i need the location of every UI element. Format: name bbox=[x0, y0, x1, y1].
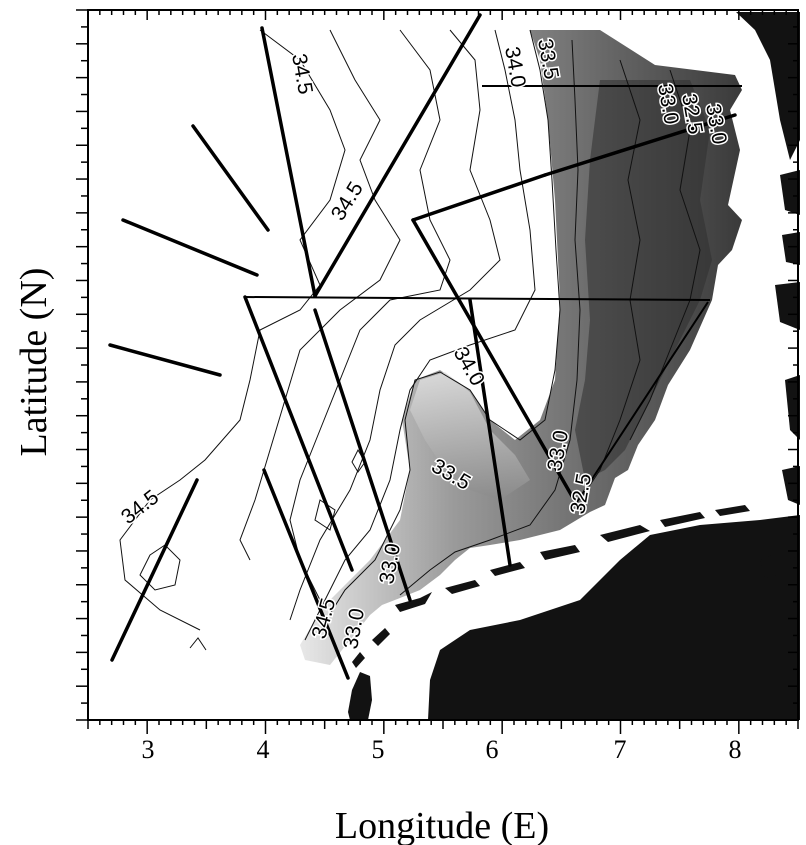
contour-line bbox=[399, 39, 581, 596]
contour-line bbox=[119, 29, 346, 631]
contour-label: 33.0 bbox=[375, 542, 405, 586]
x-tick-label: 7 bbox=[614, 735, 627, 764]
land-island bbox=[348, 672, 372, 720]
transect-lines bbox=[108, 13, 737, 680]
salinity-core-east bbox=[575, 80, 712, 480]
transect-line bbox=[108, 343, 222, 377]
land-island bbox=[395, 592, 432, 612]
land-island bbox=[775, 282, 800, 330]
transect-line bbox=[110, 478, 199, 662]
contour-line bbox=[304, 29, 536, 641]
x-tick-label: 4 bbox=[257, 735, 270, 764]
x-tick-labels: 3 4 5 6 7 8 bbox=[142, 735, 742, 764]
x-tick-label: 8 bbox=[729, 735, 742, 764]
contour-label: 34.0 bbox=[500, 45, 530, 89]
transect-line bbox=[191, 124, 270, 232]
land-island bbox=[782, 466, 800, 505]
land-island bbox=[780, 170, 800, 215]
transect-line bbox=[262, 468, 350, 680]
contour-line bbox=[319, 29, 561, 631]
land-island bbox=[715, 505, 750, 516]
land-island bbox=[782, 232, 800, 265]
x-axis-title: Longitude (E) bbox=[335, 805, 549, 845]
y-axis-title: Latitude (N) bbox=[13, 268, 55, 457]
land-island bbox=[445, 580, 480, 594]
transect-line bbox=[411, 173, 547, 222]
transect-line bbox=[260, 26, 317, 298]
transect-lines-thin bbox=[244, 85, 742, 506]
transect-line bbox=[543, 113, 737, 177]
x-tick-label: 6 bbox=[486, 735, 499, 764]
axis-ticks bbox=[76, 9, 799, 734]
land-island bbox=[352, 652, 365, 668]
land-island bbox=[490, 562, 525, 576]
contour-line bbox=[289, 29, 451, 601]
x-tick-label: 5 bbox=[372, 735, 385, 764]
land-island bbox=[760, 555, 778, 578]
land-island bbox=[600, 525, 650, 542]
land-coast-east bbox=[736, 12, 800, 160]
contour-label: 34.5 bbox=[287, 52, 317, 96]
contour-line bbox=[239, 29, 401, 561]
contour-lines bbox=[119, 29, 701, 651]
contour-line bbox=[629, 69, 701, 441]
land-island bbox=[540, 545, 580, 560]
land-island bbox=[785, 556, 800, 620]
contour-line bbox=[189, 637, 207, 651]
land-island bbox=[785, 375, 800, 440]
land-island bbox=[372, 628, 390, 646]
transect-line bbox=[243, 295, 354, 572]
contour-line bbox=[139, 544, 181, 591]
contour-line bbox=[289, 29, 501, 621]
x-tick-label: 3 bbox=[142, 735, 155, 764]
transect-line bbox=[313, 308, 412, 602]
transect-line bbox=[313, 13, 482, 298]
contour-label: 34.5 bbox=[117, 486, 163, 529]
transect-line bbox=[121, 218, 259, 277]
land-mainland bbox=[428, 515, 800, 720]
transect-line bbox=[244, 296, 711, 301]
land-masses bbox=[348, 12, 800, 720]
salinity-tongue bbox=[410, 372, 530, 500]
transect-line bbox=[411, 218, 582, 512]
contour-line bbox=[314, 499, 336, 531]
transect-line bbox=[468, 298, 512, 567]
land-island bbox=[660, 512, 705, 527]
transect-line bbox=[574, 301, 709, 506]
